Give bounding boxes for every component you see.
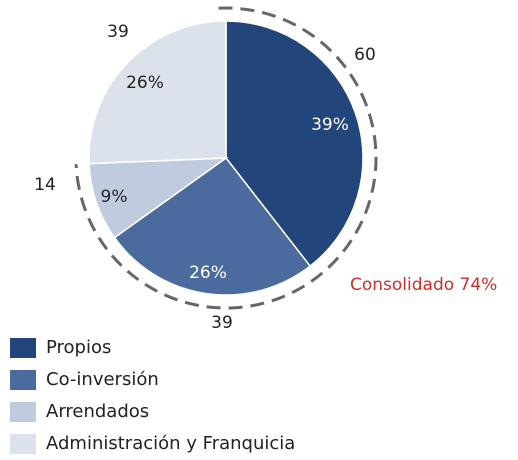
legend-swatch bbox=[10, 434, 36, 454]
value-label: 14 bbox=[34, 175, 56, 195]
consolidated-arc bbox=[74, 6, 378, 310]
legend-label: Administración y Franquicia bbox=[46, 433, 295, 454]
pie-slice bbox=[113, 156, 312, 296]
annotation: Consolidado 74% bbox=[350, 275, 497, 295]
legend-swatch bbox=[10, 402, 36, 422]
pie-slice bbox=[88, 20, 227, 165]
percent-label: 9% bbox=[101, 187, 128, 207]
value-label: 60 bbox=[354, 45, 376, 65]
legend-label: Arrendados bbox=[46, 401, 149, 422]
percent-label: 26% bbox=[189, 263, 227, 283]
percent-label: 26% bbox=[126, 73, 164, 93]
legend-label: Propios bbox=[46, 337, 111, 358]
value-label: 39 bbox=[211, 313, 233, 333]
pie-slice bbox=[225, 20, 364, 268]
value-label: 39 bbox=[107, 22, 129, 42]
legend-swatch bbox=[10, 338, 36, 358]
legend-label: Co-inversión bbox=[46, 369, 159, 390]
legend-swatch bbox=[10, 370, 36, 390]
pie-slice bbox=[88, 157, 229, 239]
percent-label: 39% bbox=[311, 115, 349, 135]
